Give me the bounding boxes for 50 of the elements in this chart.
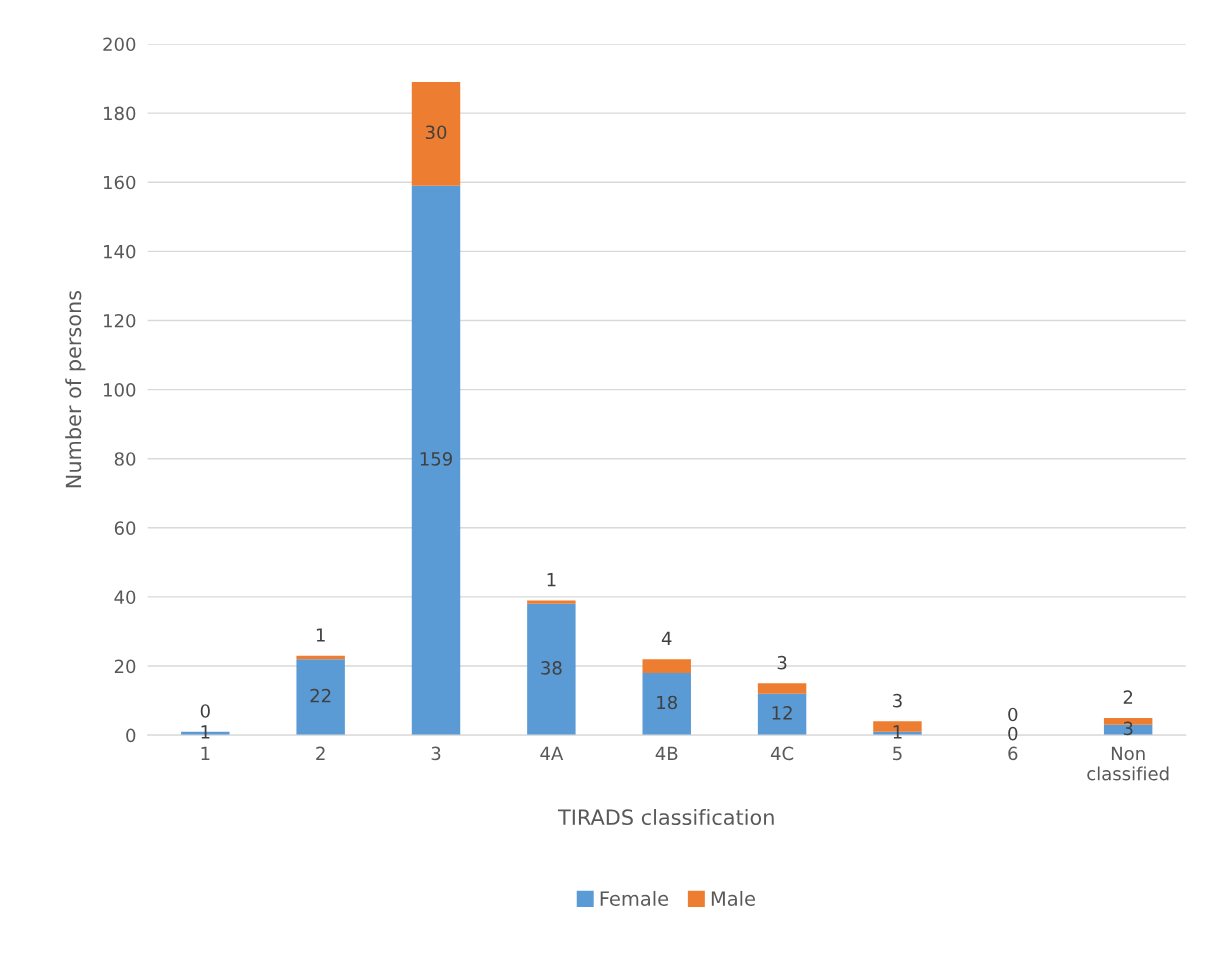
x-tick-label: 4A [540, 746, 564, 760]
y-tick-label: 180 [104, 106, 136, 121]
data-label: 12 [772, 706, 792, 720]
data-label: 18 [657, 695, 677, 710]
y-tick-label: 200 [103, 37, 136, 52]
data-label: 38 [541, 661, 562, 675]
data-label: 1 [893, 725, 902, 739]
bar [296, 659, 345, 736]
data-label: 22 [310, 688, 331, 703]
bar [411, 185, 461, 736]
x-tick-label: 4C [770, 746, 794, 761]
data-label: 3 [1123, 721, 1133, 736]
bar [757, 693, 807, 736]
x-tick-label: 5 [893, 746, 902, 761]
data-label: 3 [777, 655, 787, 670]
bar [642, 672, 691, 736]
y-axis-title: Number of persons [65, 290, 86, 488]
data-label: 159 [420, 452, 452, 466]
bar [642, 659, 691, 673]
y-tick-label: 40 [114, 590, 136, 605]
bar [757, 683, 807, 694]
bar [527, 603, 576, 736]
data-label: 0 [1008, 707, 1018, 722]
bar [411, 81, 461, 186]
x-tick-label: 6 [1008, 746, 1018, 761]
y-tick-label: 160 [104, 175, 136, 190]
data-label: 30 [425, 125, 447, 140]
x-tick-label: 3 [431, 746, 441, 761]
y-tick-label: 60 [114, 521, 136, 535]
data-label: 2 [1123, 690, 1133, 704]
y-tick-label: 80 [114, 452, 136, 466]
data-label: 1 [547, 573, 556, 587]
data-label: 1 [316, 628, 325, 642]
data-label: 0 [1008, 726, 1018, 741]
x-axis-title: TIRADS classification [557, 808, 774, 826]
y-tick-label: 20 [114, 659, 136, 674]
data-label: 4 [661, 631, 672, 646]
x-tick-label: 1 [201, 746, 210, 760]
y-tick-label: 0 [126, 728, 136, 743]
legend-label: Female [600, 890, 669, 906]
y-tick-label: 120 [104, 313, 136, 328]
x-tick-label: 4B [655, 746, 678, 760]
data-label: 3 [893, 693, 902, 708]
y-tick-label: 140 [104, 244, 136, 259]
x-tick-label: Non classified [1087, 746, 1169, 781]
data-label: 0 [200, 704, 210, 718]
legend-label: Male [711, 890, 755, 906]
x-tick-label: 2 [316, 746, 325, 760]
bar [527, 600, 576, 604]
y-tick-label: 100 [104, 383, 136, 397]
